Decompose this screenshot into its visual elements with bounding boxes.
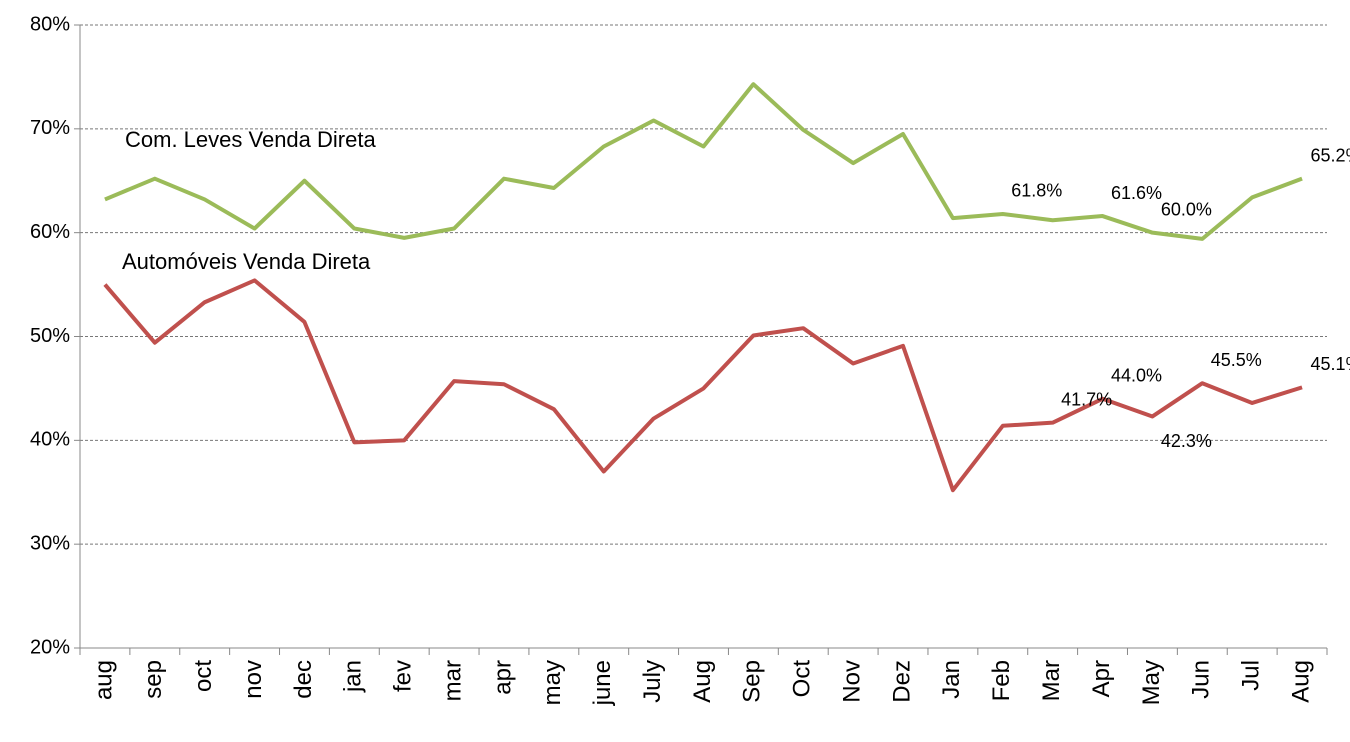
x-tick-label: Oct [789, 660, 816, 698]
y-tick-label: 50% [30, 325, 70, 347]
x-tick-label: Jan [938, 660, 965, 699]
x-tick-label: May [1138, 660, 1165, 705]
x-tick-label: jan [340, 660, 367, 693]
y-tick-label: 40% [30, 429, 70, 451]
y-tick-label: 70% [30, 117, 70, 139]
series-name: Com. Leves Venda Direta [125, 127, 376, 152]
x-tick-label: Sep [739, 660, 766, 703]
x-tick-label: nov [240, 660, 267, 699]
series-name: Automóveis Venda Direta [122, 249, 371, 274]
x-tick-label: Feb [988, 660, 1015, 701]
x-tick-label: sep [140, 660, 167, 699]
x-tick-label: Aug [1287, 660, 1314, 703]
x-tick-label: june [589, 660, 616, 706]
x-tick-label: apr [489, 660, 516, 695]
x-tick-label: Aug [689, 660, 716, 703]
x-tick-label: Apr [1088, 660, 1115, 697]
value-label: 65.2% [1311, 145, 1350, 165]
value-label: 41.7% [1061, 389, 1112, 409]
x-tick-label: mar [439, 660, 466, 701]
value-label: 45.5% [1211, 350, 1262, 370]
y-tick-label: 30% [30, 532, 70, 554]
series-line [103, 278, 1303, 493]
value-label: 60.0% [1161, 199, 1212, 219]
y-tick-label: 60% [30, 221, 70, 243]
x-tick-label: Jul [1238, 660, 1265, 691]
x-tick-label: Jun [1188, 660, 1215, 699]
x-tick-label: may [539, 660, 566, 705]
value-label: 44.0% [1111, 366, 1162, 386]
x-tick-label: aug [90, 660, 117, 700]
value-label: 61.6% [1111, 183, 1162, 203]
x-tick-label: fev [390, 660, 417, 692]
y-tick-label: 20% [30, 636, 70, 658]
x-tick-label: Mar [1038, 660, 1065, 701]
x-tick-label: July [639, 660, 666, 703]
x-tick-label: Dez [888, 660, 915, 703]
value-label: 61.8% [1011, 181, 1062, 201]
x-tick-label: Nov [838, 660, 865, 703]
x-tick-label: dec [290, 660, 317, 699]
value-label: 42.3% [1161, 431, 1212, 451]
x-tick-label: oct [190, 660, 217, 692]
y-tick-label: 80% [30, 13, 70, 35]
value-label: 45.1% [1311, 354, 1350, 374]
series-line [104, 82, 1303, 241]
